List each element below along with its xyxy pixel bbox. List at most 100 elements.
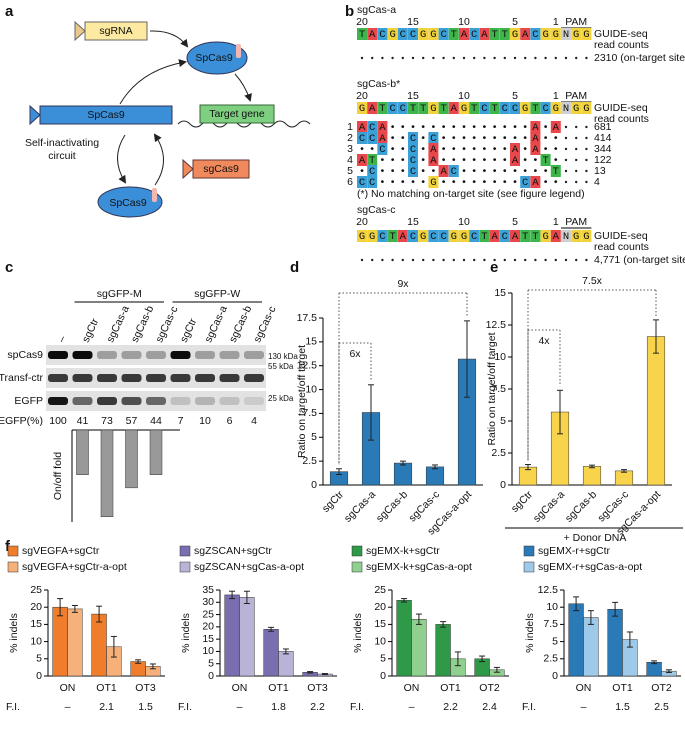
base-box: [387, 230, 398, 242]
blot-band: [195, 351, 215, 359]
blot-band: [121, 397, 142, 405]
base-box: [561, 230, 571, 242]
base-box: [367, 28, 378, 40]
x-tick-label: sgCas-a: [531, 488, 567, 524]
y-tick-label: 10: [546, 601, 558, 613]
base-box: [520, 102, 531, 114]
y-tick-label: 0: [311, 479, 317, 491]
sequence: NGG: [563, 103, 590, 115]
match-dot: [422, 258, 425, 262]
error-bar: [96, 605, 103, 623]
error-bar: [432, 464, 438, 470]
base-box: [540, 102, 551, 114]
read-count: 681: [594, 121, 612, 133]
base-box: [357, 154, 367, 166]
base-box: [408, 28, 418, 40]
base-box: [530, 102, 541, 114]
error-bar: [135, 659, 142, 664]
y-tick-label: 2.5: [302, 455, 317, 467]
base-box: [469, 102, 480, 114]
base-box: [530, 176, 541, 188]
blot-band: [72, 374, 93, 382]
fi-value: 1.5: [138, 701, 153, 713]
match-dot: [381, 258, 384, 262]
legend-swatch: [351, 545, 363, 557]
match-dot: [575, 136, 578, 140]
base-box: [357, 230, 367, 242]
promoter: [182, 158, 194, 180]
legend-label: sgVEGFA+sgCtr-a-opt: [22, 561, 127, 573]
x-tick-label: sgCtr: [509, 488, 536, 515]
match-dot: [544, 258, 547, 262]
match-dot: [360, 258, 364, 262]
base-box: [459, 28, 469, 40]
error-bar: [621, 469, 627, 473]
bar: [582, 466, 602, 486]
base-box: [469, 230, 480, 242]
fi-label: F.I.: [350, 701, 364, 713]
base-box: [571, 230, 582, 242]
match-dot: [585, 180, 588, 184]
blot-band: [121, 351, 142, 359]
lane-label: sgCas-b: [227, 304, 254, 345]
blot-row-label: spCas9: [7, 349, 43, 361]
legend-swatch: [179, 545, 191, 557]
base-box: [510, 154, 520, 166]
legend-label: sgEMX-r+sgCtr: [538, 545, 611, 557]
base-box: [448, 165, 459, 177]
guide-name: sgCas-b*: [357, 78, 400, 90]
row-label: 4: [347, 154, 353, 166]
base-box: [377, 143, 388, 155]
match-dot: [564, 136, 568, 140]
y-tick-label: 10: [202, 645, 214, 657]
error-bar: [336, 468, 342, 476]
fi-label: F.I.: [6, 701, 20, 713]
y-tick-label: 10: [374, 635, 386, 647]
base-box: [469, 28, 480, 40]
bar: [425, 466, 445, 486]
bar: [568, 603, 584, 677]
error-bar: [401, 598, 408, 603]
error-bar: [400, 460, 406, 466]
target-gene-label: Target gene: [209, 108, 265, 120]
sgcas9-box: [192, 159, 250, 179]
match-dot: [401, 56, 404, 60]
match-dot: [493, 56, 496, 60]
error-bar: [268, 626, 275, 632]
egfp-value: 41: [77, 415, 89, 427]
base-box: [418, 102, 429, 114]
target-gene-box: [199, 104, 275, 124]
base-box: [550, 230, 561, 242]
sequence: NGG: [563, 29, 590, 41]
spcas9-complex-label: SpCas9: [195, 52, 233, 64]
base-box: [408, 154, 418, 166]
base-box: [357, 28, 367, 40]
base-box: [530, 28, 541, 40]
circuit-arrow: [117, 134, 127, 184]
base-box: [357, 132, 367, 144]
match-dot: [493, 258, 496, 262]
x-tick-label: OT2: [651, 682, 672, 694]
read-count: 344: [594, 143, 612, 155]
y-tick-label: 30: [202, 596, 214, 608]
base-box: [367, 230, 378, 242]
base-box: [479, 28, 490, 40]
base-box: [550, 165, 561, 177]
read-count: 4: [594, 176, 600, 188]
error-bar: [493, 666, 500, 673]
base-box: [428, 132, 439, 144]
fi-label: F.I.: [178, 701, 192, 713]
legend-swatch: [523, 561, 535, 573]
base-box: [550, 28, 561, 40]
base-box: [377, 28, 388, 40]
match-dot: [483, 56, 486, 60]
match-dot: [585, 258, 588, 262]
x-tick-label: sgCas-a: [342, 488, 378, 524]
blot-band: [146, 397, 166, 405]
base-box: [408, 132, 418, 144]
spcas9-gene-box: [39, 105, 173, 125]
base-box: [367, 121, 378, 133]
size-marker: 130 kDa: [268, 352, 298, 361]
error-bar: [665, 669, 672, 674]
spcas9-bound-label: SpCas9: [109, 197, 147, 209]
